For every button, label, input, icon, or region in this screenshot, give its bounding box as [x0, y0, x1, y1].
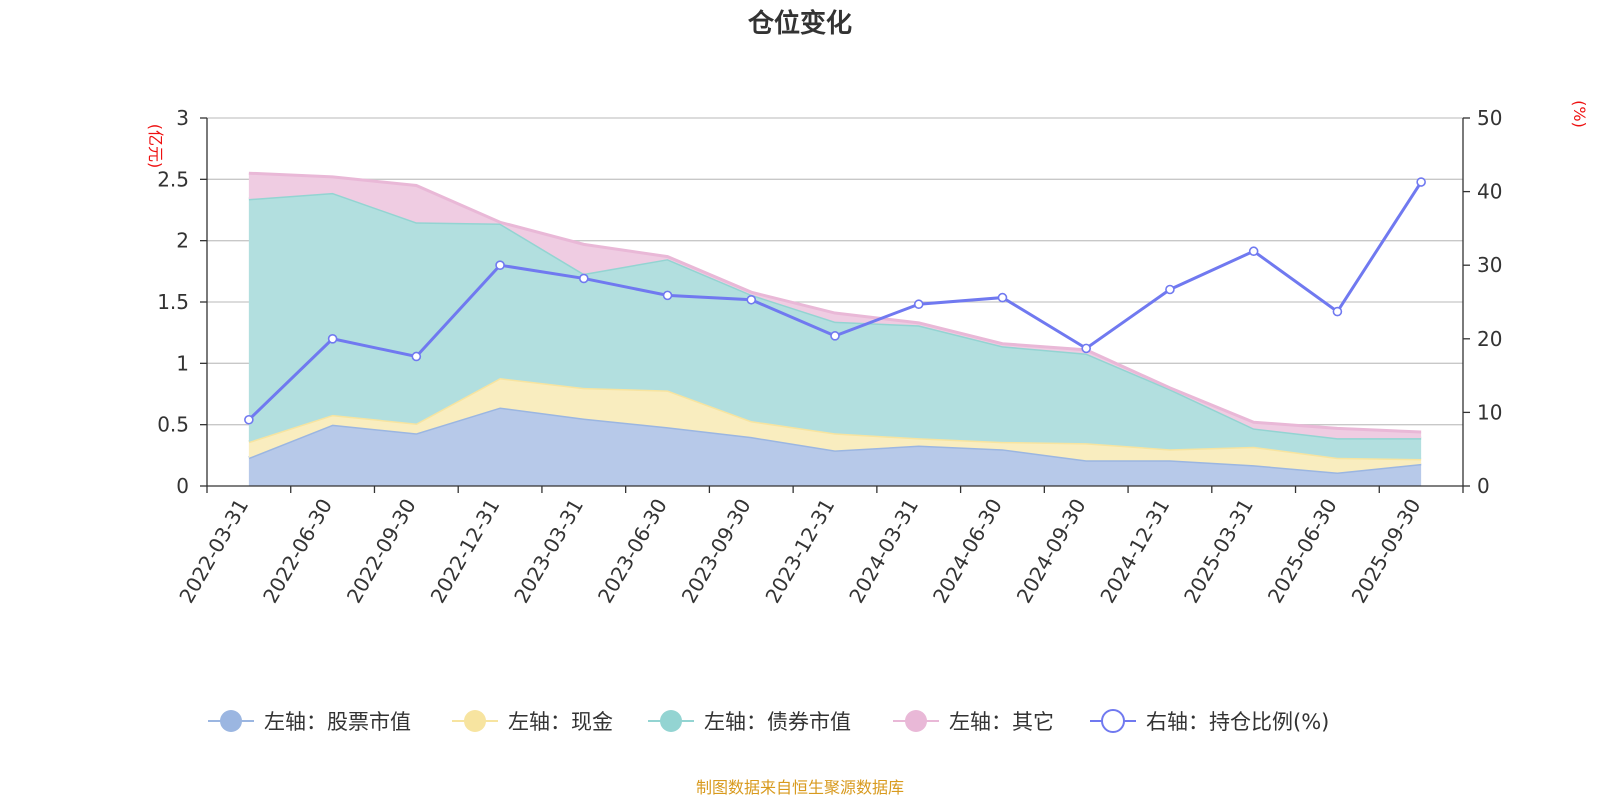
ratio-point[interactable] — [830, 331, 840, 341]
right-axis-unit: (%) — [1570, 100, 1589, 128]
area-edge-4 — [248, 171, 1422, 434]
ratio-point[interactable] — [578, 273, 589, 284]
x-tick-label: 2023-09-30 — [677, 495, 756, 608]
area-1 — [248, 407, 1422, 486]
ratio-point[interactable] — [1416, 177, 1426, 187]
ratio-line — [244, 177, 1426, 425]
ratio-point[interactable] — [662, 290, 673, 301]
left-tick-label: 2.5 — [157, 167, 189, 191]
ratio-point[interactable] — [1165, 284, 1175, 295]
left-tick-label: 3 — [176, 106, 189, 130]
area-4 — [248, 173, 1422, 439]
right-tick-label: 40 — [1477, 180, 1502, 204]
data-source-note: 制图数据来自恒生聚源数据库 — [696, 778, 904, 797]
x-tick-label: 2024-06-30 — [928, 495, 1007, 608]
left-tick-label: 1.5 — [157, 290, 189, 314]
ratio-point[interactable] — [244, 414, 254, 425]
ratio-point[interactable] — [495, 260, 505, 271]
ratio-point[interactable] — [1081, 343, 1091, 354]
left-tick-label: 0.5 — [157, 413, 189, 437]
x-tick-label: 2025-06-30 — [1263, 495, 1342, 608]
x-tick-label: 2024-03-31 — [844, 495, 923, 608]
right-tick-label: 10 — [1477, 400, 1502, 424]
legend: 左轴：股票市值 左轴：现金 左轴：债券市值 左轴：其它 右轴：持仓比例(%) — [208, 709, 1329, 734]
legend-marker-icon — [1101, 709, 1125, 733]
legend-label: 左轴：债券市值 — [704, 710, 851, 734]
left-tick-label: 0 — [176, 474, 189, 498]
ratio-point[interactable] — [327, 333, 338, 344]
x-tick-label: 2022-09-30 — [342, 495, 421, 608]
legend-marker-icon — [905, 710, 927, 732]
legend-marker-icon — [464, 710, 486, 732]
left-axis-unit: (亿元) — [146, 124, 165, 169]
left-tick-label: 2 — [176, 229, 189, 253]
legend-item-1[interactable]: 左轴：股票市值 — [208, 710, 411, 734]
ratio-point[interactable] — [1248, 246, 1259, 257]
legend-label: 右轴：持仓比例(%) — [1146, 710, 1329, 734]
x-tick-label: 2022-06-30 — [258, 495, 337, 608]
chart-title: 仓位变化 — [747, 8, 852, 39]
area-3 — [248, 192, 1422, 460]
x-tick-label: 2024-09-30 — [1012, 495, 1091, 608]
x-tick-label: 2022-03-31 — [174, 495, 253, 608]
x-tick-label: 2022-12-31 — [425, 494, 504, 607]
x-tick-label: 2024-12-31 — [1095, 495, 1174, 608]
legend-label: 左轴：现金 — [508, 710, 613, 734]
legend-item-3[interactable]: 左轴：债券市值 — [648, 710, 851, 734]
legend-label: 左轴：股票市值 — [264, 710, 411, 734]
ratio-point[interactable] — [1332, 306, 1343, 317]
x-tick-label: 2025-03-31 — [1179, 495, 1258, 608]
stacked-areas — [248, 171, 1422, 486]
right-tick-label: 20 — [1477, 327, 1502, 351]
x-tick-label: 2023-06-30 — [593, 495, 672, 608]
legend-marker-icon — [220, 710, 242, 732]
legend-item-5[interactable]: 右轴：持仓比例(%) — [1090, 709, 1329, 734]
legend-marker-icon — [660, 710, 682, 732]
area-2 — [248, 378, 1422, 473]
legend-item-2[interactable]: 左轴：现金 — [452, 710, 613, 734]
x-tick-label: 2025-09-30 — [1347, 495, 1426, 608]
ratio-point[interactable] — [746, 294, 757, 305]
legend-label: 左轴：其它 — [949, 710, 1054, 734]
ratio-point[interactable] — [411, 351, 422, 362]
right-tick-label: 50 — [1477, 106, 1502, 130]
left-tick-label: 1 — [176, 351, 189, 375]
right-tick-label: 30 — [1477, 253, 1502, 277]
right-tick-label: 0 — [1477, 474, 1490, 498]
legend-item-4[interactable]: 左轴：其它 — [893, 710, 1054, 734]
x-tick-label: 2023-12-31 — [760, 495, 839, 608]
ratio-point[interactable] — [913, 299, 924, 310]
ratio-point[interactable] — [997, 292, 1008, 303]
x-tick-label: 2023-03-31 — [509, 495, 588, 608]
